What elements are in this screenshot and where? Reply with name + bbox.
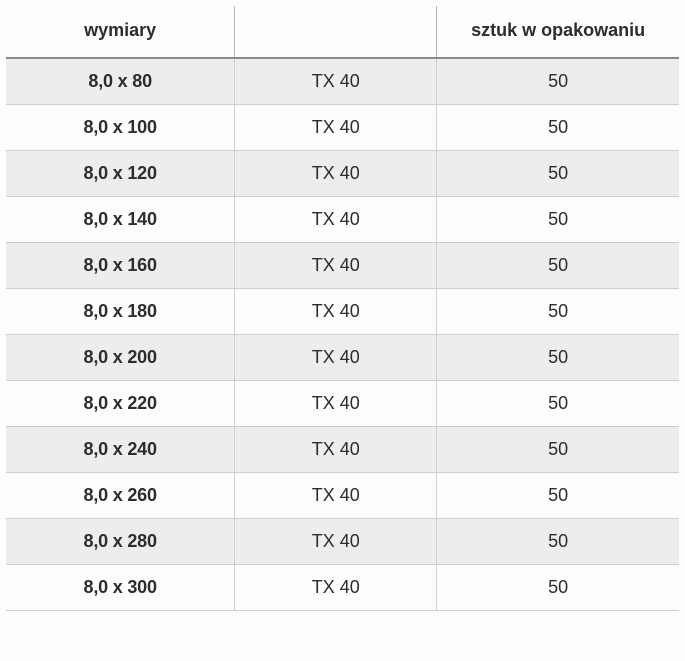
table-row: 8,0 x 220 TX 40 50 (6, 381, 679, 427)
cell-qty: 50 (437, 58, 679, 105)
cell-dimensions: 8,0 x 180 (6, 289, 235, 335)
cell-drive: TX 40 (235, 381, 437, 427)
table-row: 8,0 x 200 TX 40 50 (6, 335, 679, 381)
table-row: 8,0 x 100 TX 40 50 (6, 105, 679, 151)
cell-dimensions: 8,0 x 160 (6, 243, 235, 289)
cell-qty: 50 (437, 381, 679, 427)
cell-dimensions: 8,0 x 260 (6, 473, 235, 519)
cell-drive: TX 40 (235, 151, 437, 197)
cell-qty: 50 (437, 473, 679, 519)
cell-qty: 50 (437, 519, 679, 565)
cell-qty: 50 (437, 151, 679, 197)
table-row: 8,0 x 240 TX 40 50 (6, 427, 679, 473)
cell-drive: TX 40 (235, 243, 437, 289)
table-row: 8,0 x 120 TX 40 50 (6, 151, 679, 197)
cell-dimensions: 8,0 x 220 (6, 381, 235, 427)
cell-dimensions: 8,0 x 280 (6, 519, 235, 565)
table-row: 8,0 x 140 TX 40 50 (6, 197, 679, 243)
cell-dimensions: 8,0 x 300 (6, 565, 235, 611)
cell-qty: 50 (437, 427, 679, 473)
cell-dimensions: 8,0 x 100 (6, 105, 235, 151)
spec-table: wymiary sztuk w opakowaniu 8,0 x 80 TX 4… (6, 6, 679, 611)
cell-drive: TX 40 (235, 427, 437, 473)
cell-dimensions: 8,0 x 140 (6, 197, 235, 243)
cell-qty: 50 (437, 197, 679, 243)
cell-drive: TX 40 (235, 289, 437, 335)
cell-drive: TX 40 (235, 58, 437, 105)
cell-drive: TX 40 (235, 105, 437, 151)
cell-drive: TX 40 (235, 335, 437, 381)
cell-qty: 50 (437, 335, 679, 381)
cell-drive: TX 40 (235, 197, 437, 243)
cell-drive: TX 40 (235, 473, 437, 519)
col-header-drive (235, 6, 437, 58)
table-row: 8,0 x 160 TX 40 50 (6, 243, 679, 289)
table-header-row: wymiary sztuk w opakowaniu (6, 6, 679, 58)
cell-drive: TX 40 (235, 565, 437, 611)
col-header-dimensions: wymiary (6, 6, 235, 58)
table-row: 8,0 x 80 TX 40 50 (6, 58, 679, 105)
table-row: 8,0 x 260 TX 40 50 (6, 473, 679, 519)
cell-qty: 50 (437, 105, 679, 151)
cell-dimensions: 8,0 x 80 (6, 58, 235, 105)
cell-dimensions: 8,0 x 200 (6, 335, 235, 381)
cell-qty: 50 (437, 243, 679, 289)
cell-dimensions: 8,0 x 240 (6, 427, 235, 473)
table-row: 8,0 x 180 TX 40 50 (6, 289, 679, 335)
table-row: 8,0 x 300 TX 40 50 (6, 565, 679, 611)
cell-drive: TX 40 (235, 519, 437, 565)
col-header-qty: sztuk w opakowaniu (437, 6, 679, 58)
cell-qty: 50 (437, 565, 679, 611)
cell-qty: 50 (437, 289, 679, 335)
cell-dimensions: 8,0 x 120 (6, 151, 235, 197)
table-row: 8,0 x 280 TX 40 50 (6, 519, 679, 565)
